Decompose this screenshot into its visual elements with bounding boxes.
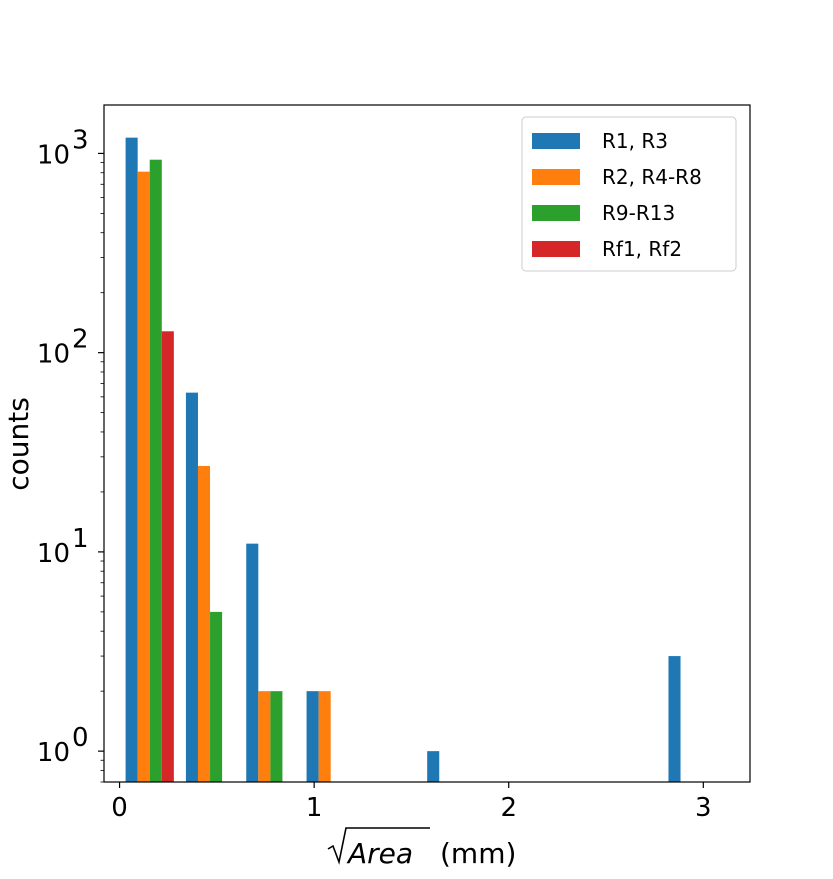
x-tick-label: 0 [111, 793, 128, 823]
y-tick-exponent: 0 [72, 723, 89, 753]
x-axis: 0 1 2 3 [111, 782, 712, 823]
legend-swatch [532, 169, 580, 185]
x-axis-label-radicand: Area [346, 837, 413, 870]
y-axis-label: counts [2, 397, 35, 491]
legend-label: R2, R4-R8 [602, 165, 702, 189]
legend-swatch [532, 241, 580, 257]
y-tick-label: 10 [37, 738, 70, 768]
bar [161, 331, 174, 782]
y-tick-label: 10 [37, 140, 70, 170]
x-tick-label: 3 [695, 793, 712, 823]
bar [668, 656, 681, 782]
bar [246, 543, 259, 782]
bar [137, 171, 150, 782]
y-tick-exponent: 3 [72, 125, 89, 155]
y-tick-exponent: 2 [72, 325, 89, 355]
bar [197, 465, 211, 782]
y-tick-label: 10 [37, 340, 70, 370]
bar [258, 691, 271, 782]
legend-swatch [532, 205, 580, 221]
bar [210, 611, 223, 782]
x-axis-label-unit: (mm) [440, 837, 516, 870]
bar [125, 137, 138, 782]
legend-box [521, 116, 737, 272]
legend: R1, R3 R2, R4-R8 R9-R13 Rf1, Rf2 [521, 116, 737, 272]
bar [270, 691, 283, 782]
legend-label: R9-R13 [602, 201, 675, 225]
bar [306, 691, 319, 782]
bar [318, 691, 331, 782]
sqrt-sign-icon [327, 827, 430, 865]
x-tick-label: 2 [500, 793, 517, 823]
legend-swatch [532, 133, 580, 149]
legend-label: R1, R3 [602, 129, 668, 153]
bars-group [125, 137, 681, 782]
x-axis-label: Area (mm) [327, 827, 516, 870]
plot-frame [103, 104, 751, 783]
bar [185, 392, 198, 782]
y-tick-label: 10 [37, 539, 70, 569]
y-tick-exponent: 1 [72, 524, 89, 554]
x-tick-label: 1 [306, 793, 323, 823]
bar [427, 751, 440, 782]
bar [149, 159, 162, 782]
legend-label: Rf1, Rf2 [602, 237, 682, 261]
